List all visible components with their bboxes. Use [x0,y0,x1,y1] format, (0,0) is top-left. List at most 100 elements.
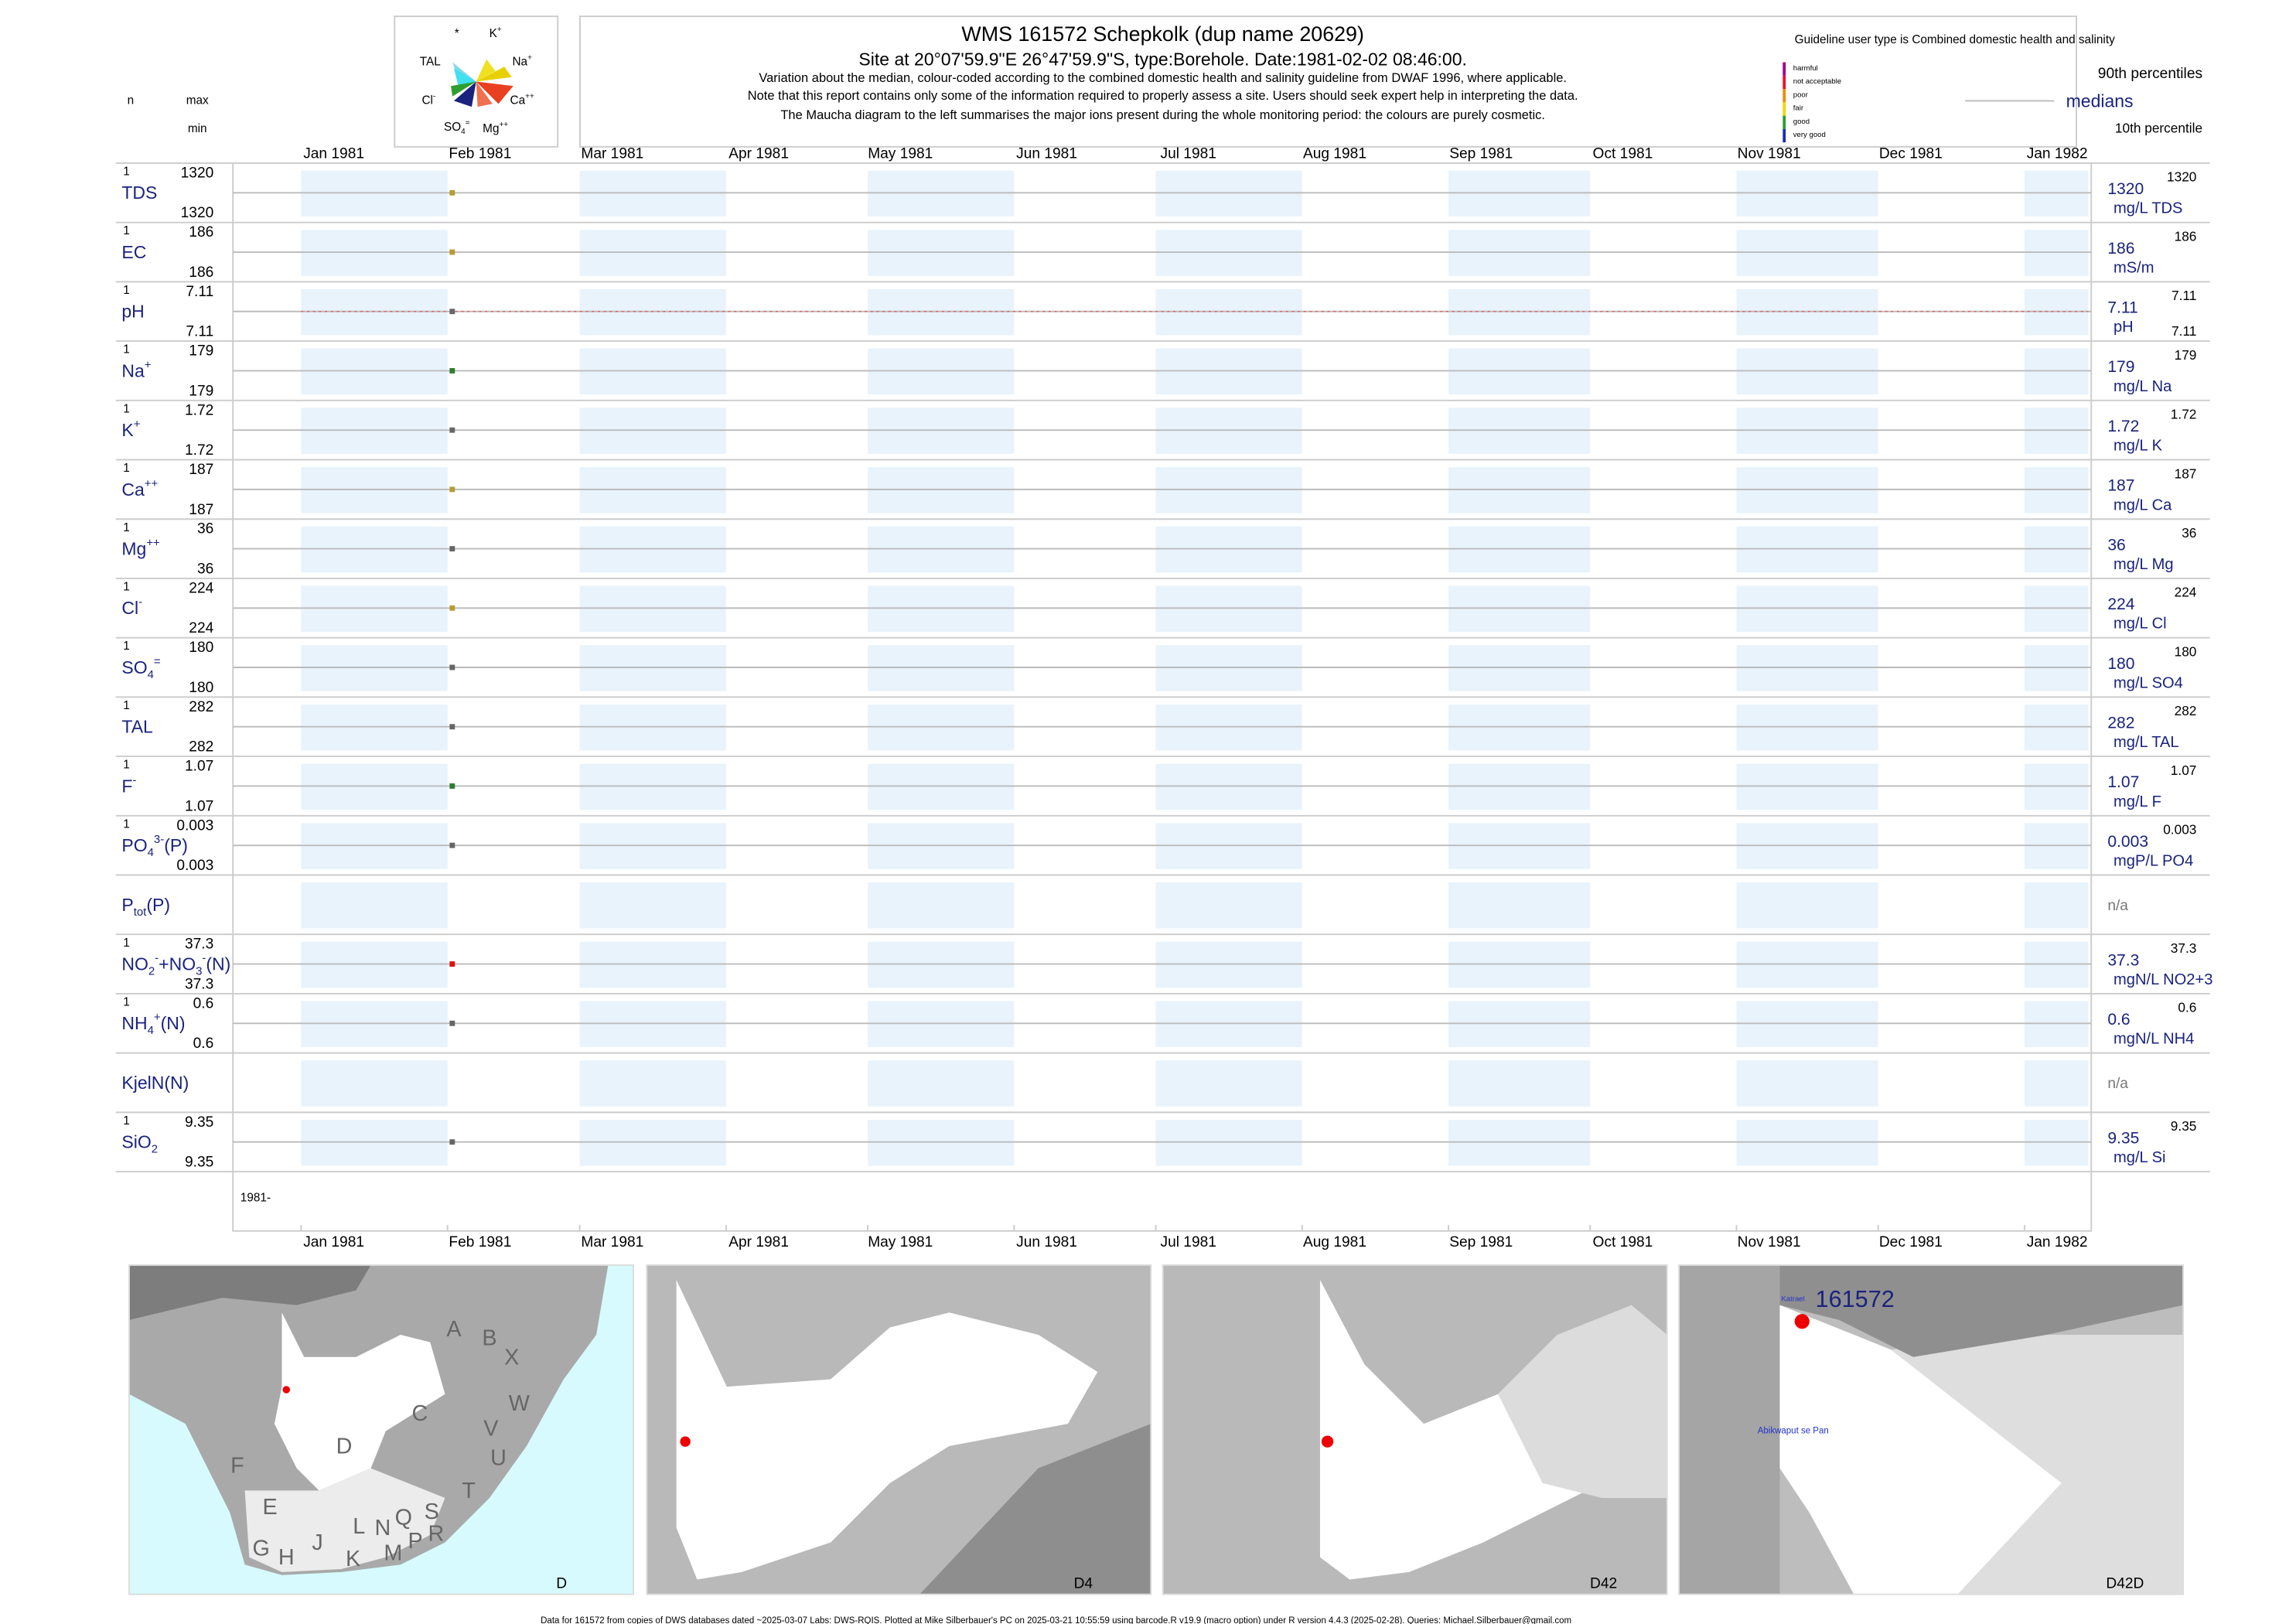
p90-value: 224 [2175,585,2197,600]
drainage-region: N [375,1516,391,1540]
min-header: min [188,122,207,135]
maucha-label: * [455,27,459,40]
legend-swatch [1783,102,1786,116]
drainage-region: A [446,1317,462,1342]
sample-count: 1 [123,521,130,534]
label-part: ++ [146,537,159,550]
p90-value: 1.72 [2171,407,2197,422]
month-label: Nov 1981 [1738,1234,1801,1250]
sample-count: 1 [123,995,130,1008]
site-dot [680,1436,691,1447]
label-part: - [155,952,159,965]
drainage-region: T [462,1479,476,1503]
unit: mgN/L NO2+3 [2113,971,2212,988]
month-label: Jan 1981 [303,146,364,162]
basin [1779,1305,2062,1595]
max-value: 224 [189,580,213,596]
sample-count: 1 [123,462,130,475]
label-part: ++ [499,121,508,129]
legend-p90: 90th percentiles [2098,66,2202,82]
label-part: ++ [145,477,158,490]
sample-point [449,189,455,196]
left-strip [1679,1264,1780,1595]
label-part: SiO [121,1132,151,1152]
not-available: n/a [2107,898,2128,914]
sample-point [449,961,455,967]
min-value: 186 [189,264,213,281]
label-part: = [154,655,161,668]
label-part: + [154,1012,161,1025]
drainage-region: X [504,1345,519,1370]
parameter-label: Ca++ [121,477,158,500]
max-value: 0.003 [176,817,213,834]
month-label: May 1981 [868,146,933,162]
parameter-label: KjelN(N) [121,1073,189,1093]
sample-count: 1 [123,937,130,950]
label-part: 4 [148,1025,154,1038]
sample-count: 1 [123,699,130,712]
drainage-region: B [482,1325,496,1350]
p90-value: 186 [2175,228,2197,244]
month-label: Jan 1982 [2027,1234,2088,1250]
label-part: 2 [152,1143,158,1156]
map-name: D42 [1590,1575,1617,1592]
p90-value: 187 [2175,466,2197,481]
legend-class: harmful [1793,64,1818,73]
median-value: 179 [2107,358,2134,376]
unit: mg/L F [2113,793,2161,810]
min-value: 37.3 [185,976,213,992]
legend-swatch [1783,89,1786,103]
site-dot [282,1386,291,1394]
sample-count: 1 [123,580,130,593]
sample-point [449,368,455,374]
month-label: Sep 1981 [1449,146,1513,162]
land-dark [128,1264,371,1320]
label-part: pH [121,302,144,322]
drainage-region: E [263,1495,278,1520]
month-label: May 1981 [868,1234,933,1250]
month-shade [1155,882,1302,929]
sample-point [449,842,455,848]
year-label: 1981- [241,1192,271,1205]
parameter-label: NH4+(N) [121,1012,185,1038]
unit: mg/L Mg [2113,556,2174,573]
note: Note that this report contains only some… [748,89,1578,103]
month-shade [579,882,726,929]
sample-point [449,664,455,670]
median-value: 9.35 [2107,1129,2139,1147]
legend-p10: 10th percentile [2115,120,2202,135]
label-part: + [497,26,502,34]
label-part: - [202,952,206,965]
maucha-label: TAL [420,56,441,69]
maucha-label: Ca++ [510,93,534,107]
label-part: + [145,359,152,372]
label-part: SO [444,121,461,134]
label-part: PO [121,835,147,855]
parameter-label: TDS [121,183,157,203]
max-value: 36 [197,521,213,537]
drainage-region: F [230,1453,244,1478]
max-value: 179 [189,343,213,360]
site-dot [1794,1314,1810,1329]
max-value: 180 [189,640,213,656]
unit: mgN/L NH4 [2113,1031,2194,1048]
min-value: 282 [189,739,213,756]
parameter-label: Mg++ [121,537,159,559]
label-part: TDS [121,183,157,203]
sample-point [449,427,455,433]
parameter-label: Ptot(P) [121,895,170,919]
label-part: (P) [146,895,170,915]
label-part: Na [512,56,527,69]
label-part: Mg [121,539,146,559]
parameter-label: Cl- [121,596,142,619]
label-part: 4 [148,668,154,681]
label-part: NO [121,954,148,974]
median-value: 224 [2107,595,2134,613]
label-part: Ca [121,479,145,500]
sample-point [449,724,455,730]
maucha-label: Mg++ [483,121,508,135]
drainage-region: U [490,1446,507,1471]
max-value: 9.35 [185,1114,213,1131]
legend-class: poor [1793,90,1809,99]
month-shade [1448,230,1591,276]
